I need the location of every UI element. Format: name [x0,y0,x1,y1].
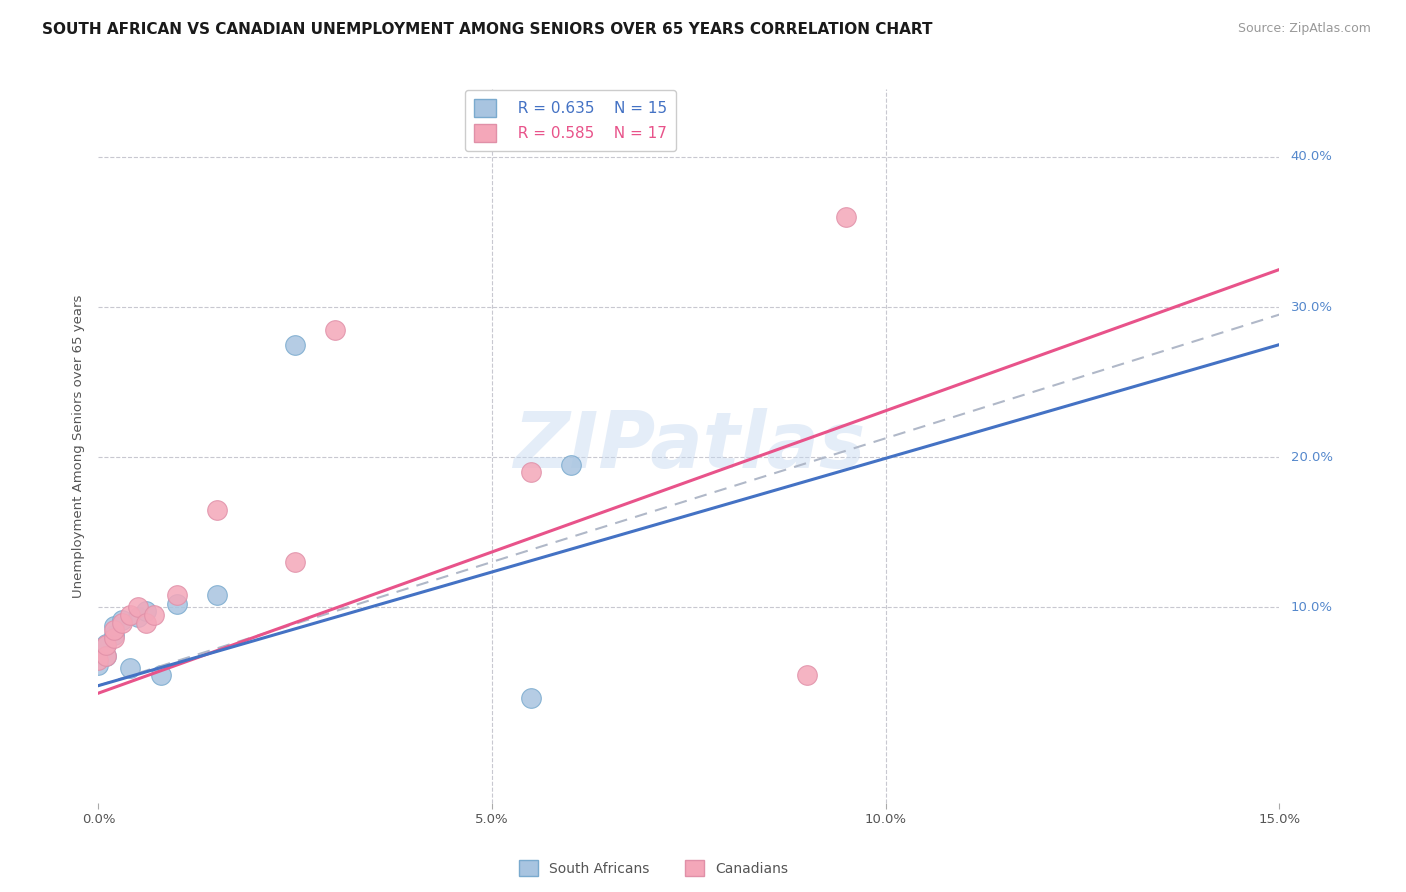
Point [96,648,118,663]
Point [96,636,118,650]
Point [111,615,134,630]
Point [87,653,110,667]
Text: 40.0%: 40.0% [1291,151,1333,163]
Point [103,627,125,641]
Point [560,458,582,472]
Point [118,660,141,674]
Text: 30.0%: 30.0% [1291,301,1333,313]
Point [205,503,228,517]
Point [135,615,157,630]
Point [111,613,134,627]
Point [142,607,165,622]
Point [150,668,173,682]
Text: 10.0%: 10.0% [1291,601,1333,614]
Point [166,598,188,612]
Point [103,623,125,637]
Point [323,322,346,336]
Point [135,603,157,617]
Text: SOUTH AFRICAN VS CANADIAN UNEMPLOYMENT AMONG SENIORS OVER 65 YEARS CORRELATION C: SOUTH AFRICAN VS CANADIAN UNEMPLOYMENT A… [42,22,932,37]
Point [96,638,118,652]
Point [835,210,858,224]
Point [166,589,188,603]
Point [205,589,228,603]
Point [520,690,543,705]
Point [127,600,149,615]
Point [796,668,818,682]
Legend: South Africans, Canadians: South Africans, Canadians [513,855,793,881]
Text: Source: ZipAtlas.com: Source: ZipAtlas.com [1237,22,1371,36]
Point [96,648,118,663]
Point [520,465,543,479]
Text: ZIPatlas: ZIPatlas [513,408,865,484]
Point [127,609,149,624]
Point [87,657,110,672]
Y-axis label: Unemployment Among Seniors over 65 years: Unemployment Among Seniors over 65 years [72,294,86,598]
Point [284,337,307,351]
Point [103,618,125,632]
Point [284,556,307,570]
Point [103,631,125,645]
Text: 20.0%: 20.0% [1291,450,1333,464]
Point [118,607,141,622]
